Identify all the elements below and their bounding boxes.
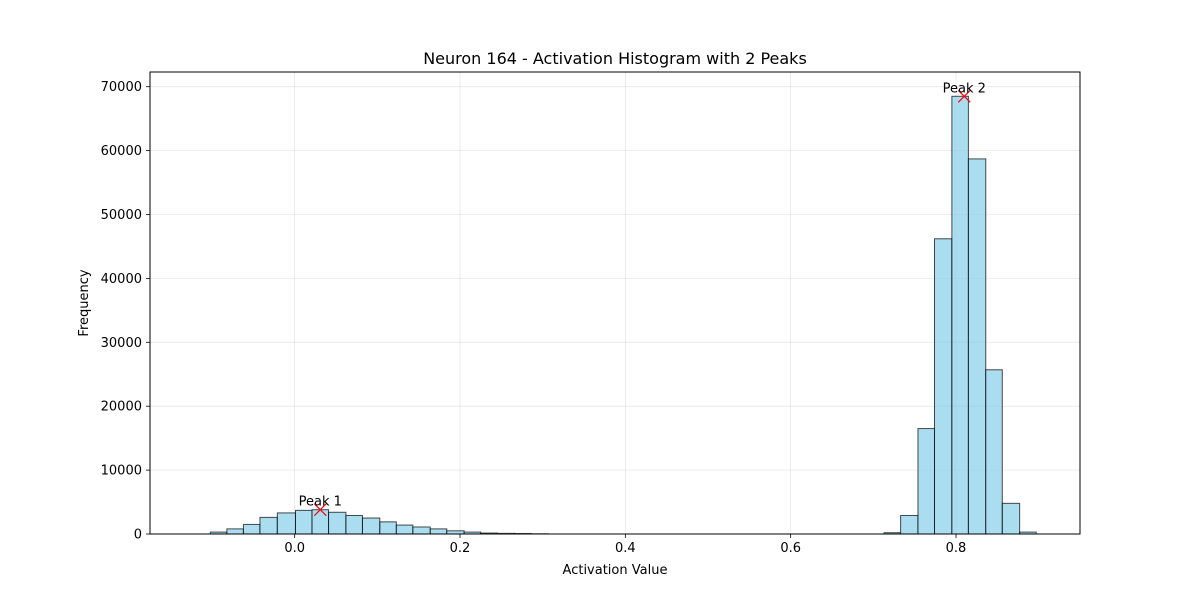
histogram-bar: [345, 514, 363, 535]
histogram-bar: [294, 509, 313, 535]
histogram-bars: [209, 95, 1037, 535]
histogram-bar: [328, 511, 347, 535]
x-axis-label: Activation Value: [563, 563, 668, 578]
plot-area-frame: [149, 71, 1081, 535]
histogram-bar: [967, 158, 987, 535]
chart-title: Neuron 164 - Activation Histogram with 2…: [423, 49, 807, 68]
y-tick-label: 20000: [101, 400, 142, 415]
y-tick-label: 30000: [101, 336, 142, 351]
y-tick-label: 70000: [101, 80, 142, 95]
histogram-bar: [429, 528, 448, 535]
histogram-bar: [917, 428, 936, 535]
peak-label: Peak 2: [943, 81, 986, 96]
x-tick-label: 0.0: [284, 541, 305, 556]
y-tick-label: 40000: [101, 272, 142, 287]
y-axis-label: Frequency: [77, 269, 92, 336]
histogram-bar: [412, 526, 431, 535]
x-tick-label: 0.6: [780, 541, 801, 556]
y-tick-label: 10000: [101, 464, 142, 479]
peak-markers: Peak 1 Peak 2: [299, 81, 986, 517]
histogram-bar: [242, 523, 261, 535]
histogram-bar: [951, 95, 969, 535]
y-tick-label: 0: [134, 528, 142, 543]
histogram-bar: [934, 238, 953, 535]
x-tick-label: 0.2: [450, 541, 471, 556]
histogram-bar: [311, 509, 330, 535]
peak-marker: [313, 503, 327, 517]
histogram-bar: [259, 516, 278, 535]
y-tick-label: 60000: [101, 144, 142, 159]
y-tick-label: 50000: [101, 208, 142, 223]
histogram-bar: [276, 512, 296, 535]
peak-label: Peak 1: [299, 495, 342, 510]
histogram-bar: [379, 521, 397, 535]
x-axis-ticks: 0.0 0.2 0.4 0.6 0.8: [284, 534, 966, 556]
histogram-bar: [1001, 502, 1021, 535]
x-tick-label: 0.8: [946, 541, 967, 556]
histogram-bar: [985, 369, 1003, 535]
x-tick-label: 0.4: [615, 541, 636, 556]
histogram-bar: [395, 524, 414, 535]
histogram-bar: [900, 514, 919, 535]
histogram-bar: [361, 517, 381, 535]
peak-marker: [957, 89, 971, 103]
histogram-bar: [226, 528, 244, 535]
y-axis-ticks: 0 10000 20000 30000 40000 50000 60000 70000: [101, 80, 150, 543]
